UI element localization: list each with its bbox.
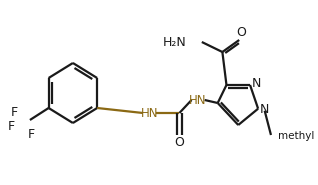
Text: F: F — [8, 120, 15, 132]
Text: F: F — [28, 127, 35, 140]
Text: N: N — [260, 103, 269, 116]
Text: HN: HN — [189, 93, 207, 107]
Text: O: O — [236, 26, 246, 38]
Text: H₂N: H₂N — [163, 36, 187, 48]
Text: F: F — [10, 105, 17, 119]
Text: HN: HN — [141, 107, 158, 120]
Text: methyl: methyl — [279, 131, 315, 141]
Text: N: N — [252, 78, 261, 90]
Text: O: O — [175, 137, 184, 149]
